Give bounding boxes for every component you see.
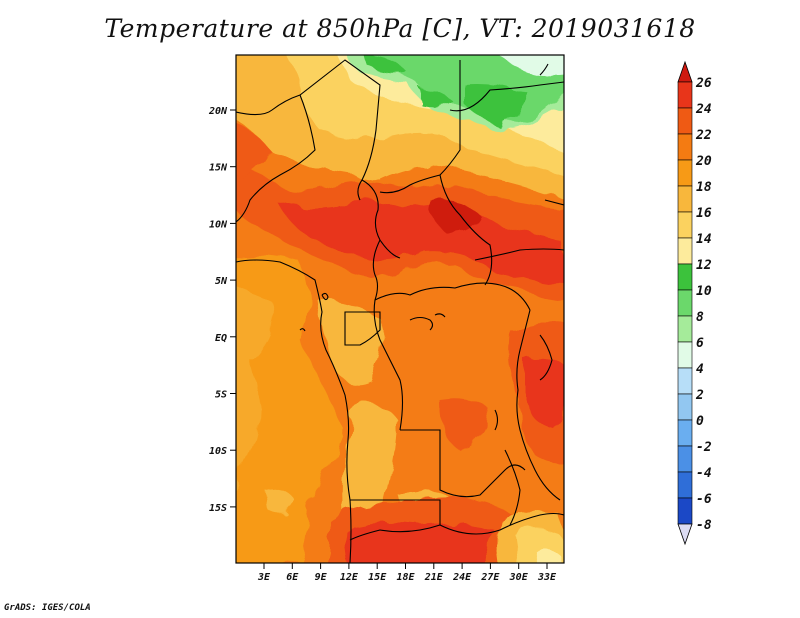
chart-title: Temperature at 850hPa [C], VT: 201903161… [104, 14, 696, 43]
colorbar-label: 24 [695, 102, 712, 117]
lon-tick-label: 24E [452, 572, 472, 583]
colorbar-label: 2 [695, 388, 704, 403]
colorbar-label: -2 [696, 440, 712, 455]
lon-tick-label: 27E [480, 572, 500, 583]
colorbar-label: 4 [696, 362, 704, 377]
lon-tick-label: 33E [537, 572, 557, 583]
lat-tick-label: 10N [209, 219, 228, 230]
lon-tick-label: 30E [509, 572, 529, 583]
colorbar-label: 26 [695, 76, 712, 91]
lon-tick-label: 12E [340, 572, 359, 583]
colorbar-over-arrow [677, 60, 693, 83]
colorbar-under-arrow [677, 523, 693, 546]
colorbar-box [677, 107, 693, 135]
colorbar-box [677, 445, 693, 473]
lon-tick-label: 9E [315, 572, 328, 583]
colorbar-label: -6 [696, 492, 712, 507]
lon-tick-label: 6E [286, 572, 299, 583]
country-borders [236, 59, 564, 563]
colorbar-box [677, 263, 693, 291]
colorbar-box [677, 471, 693, 499]
lon-tick-label: 21E [424, 572, 444, 583]
colorbar-box [677, 185, 693, 213]
latitude-axis: 20N 15N 10N 5N EQ 5S 10S 15S [208, 106, 236, 514]
lon-tick-label: 3E [257, 572, 271, 583]
colorbar-label: 6 [696, 336, 704, 351]
colorbar-box [677, 211, 693, 239]
colorbar-label: -8 [696, 518, 712, 533]
colorbar-label: 16 [696, 206, 712, 221]
colorbar-box [677, 289, 693, 317]
colorbar-box [677, 133, 693, 161]
lon-tick-label: 15E [368, 572, 387, 583]
longitude-axis: 3E 6E 9E 12E 15E 18E 21E 24E 27E 30E 33E [257, 563, 557, 583]
colorbar-label: 22 [695, 128, 712, 143]
colorbar-box [677, 341, 693, 369]
colorbar-label: 18 [696, 180, 712, 195]
lat-tick-label: 15N [209, 163, 228, 174]
lat-tick-label: 10S [209, 446, 227, 457]
map-frame [235, 54, 565, 564]
colorbar-label: 14 [696, 232, 712, 247]
colorbar-box [677, 367, 693, 395]
colorbar-label: 0 [696, 414, 704, 429]
grads-credit: GrADS: IGES/COLA [4, 603, 91, 613]
colorbar-box [677, 81, 693, 109]
colorbar-box [677, 237, 693, 265]
colorbar-label: 8 [696, 310, 704, 325]
temperature-field [236, 55, 564, 563]
colorbar-label: -4 [696, 466, 712, 481]
lat-tick-label: 5S [215, 390, 227, 401]
lat-tick-label: 15S [209, 503, 227, 514]
colorbar-box [677, 393, 693, 421]
colorbar-label: 12 [696, 258, 712, 273]
colorbar-box [677, 159, 693, 187]
colorbar-box [677, 419, 693, 447]
colorbar-box [677, 315, 693, 343]
lat-tick-label: EQ [215, 333, 227, 344]
lat-tick-label: 5N [215, 276, 228, 287]
lon-tick-label: 18E [396, 572, 415, 583]
lat-tick-label: 20N [208, 106, 228, 117]
colorbar-label: 20 [695, 154, 712, 169]
colorbar-label: 10 [696, 284, 712, 299]
colorbar-box [677, 497, 693, 525]
